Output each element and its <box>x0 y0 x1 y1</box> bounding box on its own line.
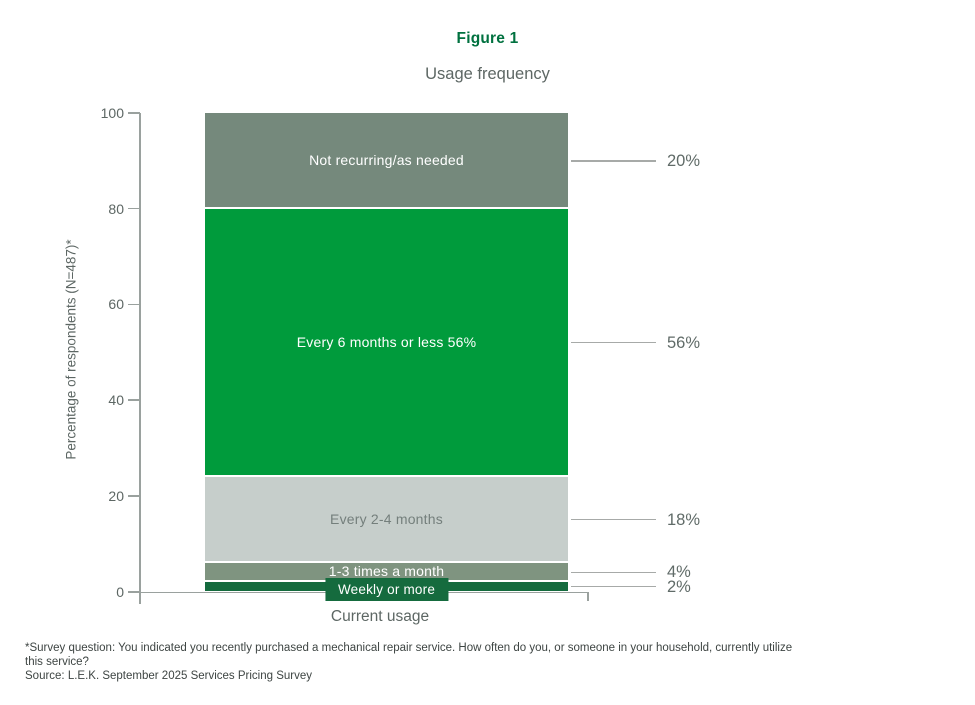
y-tick <box>128 112 140 114</box>
callout-line-every-2-4-months <box>571 518 656 521</box>
bar-segment-every-6-months-or-less: Every 6 months or less 56% <box>205 208 568 477</box>
callout-line-every-6-months-or-less <box>571 341 656 344</box>
callout-line-1-3-times-a-month <box>571 571 656 574</box>
y-tick-label: 0 <box>116 583 124 600</box>
y-tick-label: 20 <box>108 487 124 504</box>
callout-label-every-6-months-or-less: 56% <box>667 333 701 352</box>
footnote-source: Source: L.E.K. September 2025 Services P… <box>25 670 313 682</box>
y-tick <box>128 207 140 210</box>
footnote-survey-question: *Survey question: You indicated you rece… <box>25 642 793 668</box>
y-tick <box>128 399 140 401</box>
x-axis-end-tick <box>587 591 589 601</box>
callout-line-not-recurring-as-needed <box>571 160 656 162</box>
bar-segment-label-weekly-or-more: Weekly or more <box>324 577 449 601</box>
y-tick <box>128 303 140 306</box>
x-axis-label: Current usage <box>330 608 430 625</box>
y-tick <box>128 495 140 497</box>
y-tick-label: 80 <box>108 200 124 217</box>
bar-segment-label-not-recurring-as-needed: Not recurring/as needed <box>309 151 464 168</box>
callout-label-not-recurring-as-needed: 20% <box>667 151 701 170</box>
bar-segment-label-every-2-4-months: Every 2-4 months <box>330 510 443 527</box>
callout-label-1-3-times-a-month: 4% <box>667 563 691 582</box>
y-tick <box>128 590 140 593</box>
bar-segment-not-recurring-as-needed: Not recurring/as needed <box>205 113 568 209</box>
y-tick-label: 40 <box>108 392 124 409</box>
callout-label-weekly-or-more: 2% <box>667 577 691 596</box>
footnote: *Survey question: You indicated you rece… <box>25 641 797 683</box>
y-axis-line <box>139 113 141 604</box>
y-tick-label: 60 <box>108 296 124 313</box>
y-tick-label: 100 <box>100 105 124 121</box>
callout-line-weekly-or-more <box>571 585 656 588</box>
callout-label-every-2-4-months: 18% <box>667 510 701 529</box>
bar-segment-label-1-3-times-a-month: 1-3 times a month <box>328 563 445 580</box>
bar-segment-label-every-6-months-or-less: Every 6 months or less 56% <box>296 333 477 350</box>
figure-label: Figure 1 <box>456 30 519 47</box>
chart-title: Usage frequency <box>425 65 550 83</box>
bar-segment-every-2-4-months: Every 2-4 months <box>205 476 568 563</box>
